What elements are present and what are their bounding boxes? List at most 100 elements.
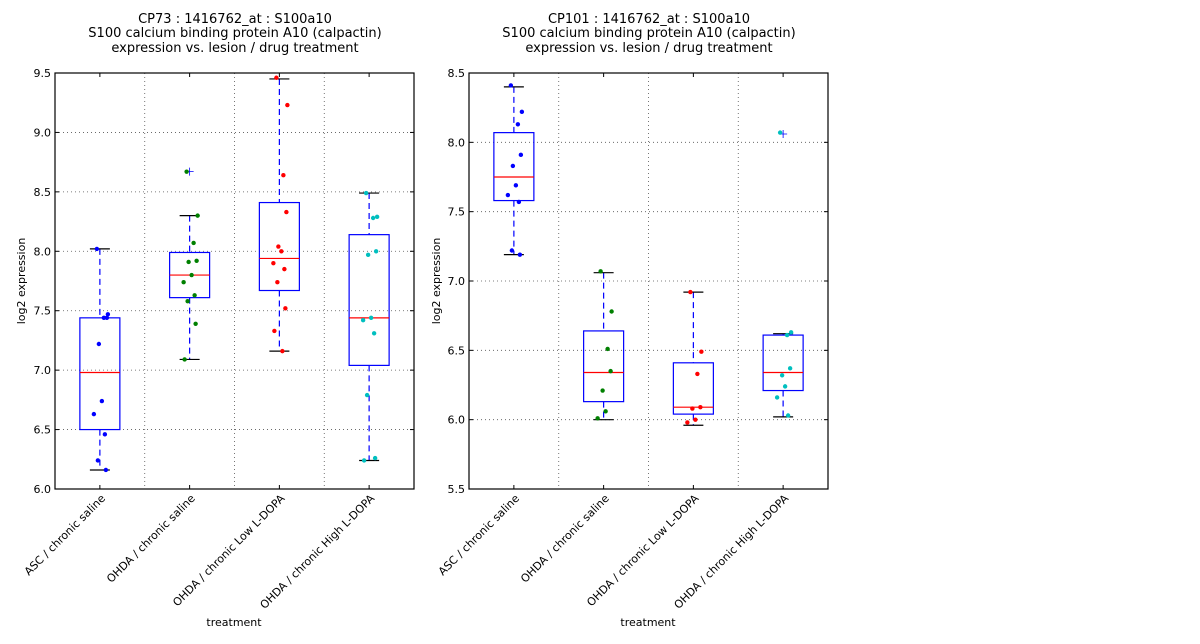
data-point xyxy=(508,83,514,88)
data-point xyxy=(509,248,515,253)
data-point xyxy=(104,315,110,321)
box-iqr xyxy=(348,234,390,366)
box-iqr xyxy=(762,334,804,392)
data-point xyxy=(698,404,703,410)
data-point xyxy=(370,215,376,221)
y-tick-label: 9.5 xyxy=(34,67,52,80)
box-group-3 xyxy=(762,130,804,418)
data-point xyxy=(782,384,788,389)
data-point xyxy=(784,332,790,338)
data-point xyxy=(94,246,100,252)
y-tick-label: 7.5 xyxy=(34,305,52,318)
data-point xyxy=(364,392,370,398)
chart-title-line-3: expression vs. lesion / drug treatment xyxy=(525,41,772,56)
data-point xyxy=(518,152,524,158)
data-point xyxy=(777,130,783,135)
y-tick-label: 6.5 xyxy=(448,344,466,357)
y-tick-label: 5.5 xyxy=(448,483,466,496)
data-point xyxy=(274,75,279,80)
y-tick-label: 8.5 xyxy=(34,186,52,199)
data-point xyxy=(193,321,198,326)
box-iqr xyxy=(672,362,714,415)
y-tick-label: 7.5 xyxy=(448,206,466,219)
data-point xyxy=(517,252,523,257)
y-tick-label: 7.0 xyxy=(34,364,52,377)
data-point xyxy=(95,458,101,463)
y-tick-label: 8.0 xyxy=(448,136,466,149)
plot-frame xyxy=(468,72,829,490)
data-point xyxy=(516,199,522,205)
data-point xyxy=(519,109,525,115)
data-point xyxy=(695,371,700,377)
data-point xyxy=(279,249,284,254)
data-point xyxy=(363,190,369,196)
data-point xyxy=(191,240,196,246)
data-point xyxy=(603,409,608,414)
data-point xyxy=(595,416,600,421)
data-point xyxy=(195,213,200,218)
data-point xyxy=(505,192,511,198)
data-point xyxy=(181,279,186,285)
data-point xyxy=(605,346,610,352)
data-point xyxy=(361,458,367,463)
y-tick-label: 8.5 xyxy=(448,67,466,80)
data-point xyxy=(515,122,521,127)
box-group-0 xyxy=(79,246,121,473)
data-point xyxy=(699,349,704,354)
x-tick-label: OHDA / chronic saline xyxy=(518,492,612,586)
y-tick-label: 6.5 xyxy=(34,424,52,437)
data-point xyxy=(184,169,189,174)
chart-title-line-1: CP73 : 1416762_at : S100a10 xyxy=(138,12,332,27)
data-point xyxy=(284,209,289,215)
x-tick-label: ASC / chronic saline xyxy=(22,492,108,578)
x-tick-label: OHDA / chronic saline xyxy=(104,492,198,586)
data-point xyxy=(360,318,366,323)
data-point xyxy=(690,406,695,411)
data-point xyxy=(280,348,285,354)
y-axis-label: log2 expression xyxy=(430,238,443,325)
data-point xyxy=(372,455,378,461)
data-point xyxy=(186,259,191,265)
data-point xyxy=(276,244,281,249)
data-point xyxy=(598,269,603,274)
data-point xyxy=(283,306,288,311)
box-group-2 xyxy=(672,289,714,426)
y-tick-label: 6.0 xyxy=(448,414,466,427)
y-axis-label: log2 expression xyxy=(15,238,28,325)
data-point xyxy=(371,331,377,336)
data-point xyxy=(185,299,190,304)
box-group-3 xyxy=(348,190,390,463)
data-point xyxy=(688,289,693,295)
data-point xyxy=(774,395,780,400)
x-axis-label: treatment xyxy=(620,616,676,629)
x-tick-label: ASC / chronic saline xyxy=(436,492,522,578)
data-point xyxy=(600,388,605,393)
data-point xyxy=(285,102,290,108)
data-point xyxy=(182,357,187,362)
data-point xyxy=(693,417,698,422)
data-point xyxy=(282,266,287,272)
data-point xyxy=(192,293,197,298)
chart-title-line-3: expression vs. lesion / drug treatment xyxy=(111,41,358,56)
data-point xyxy=(787,366,793,371)
data-point xyxy=(608,368,613,374)
box-iqr xyxy=(583,330,625,403)
data-point xyxy=(189,272,194,278)
data-point xyxy=(365,252,371,258)
data-point xyxy=(105,312,111,317)
chart-title-line-2: S100 calcium binding protein A10 (calpac… xyxy=(502,26,795,41)
plot-frame xyxy=(54,72,415,490)
data-point xyxy=(96,341,102,347)
chart-cp73: CP73 : 1416762_at : S100a10 S100 calcium… xyxy=(15,12,415,629)
y-tick-label: 8.0 xyxy=(34,245,52,258)
box-group-1 xyxy=(583,269,625,421)
box-group-0 xyxy=(493,83,535,257)
data-point xyxy=(272,328,277,334)
box-group-1 xyxy=(169,167,211,362)
data-point xyxy=(513,183,519,188)
data-point xyxy=(609,309,614,314)
y-tick-label: 9.0 xyxy=(34,126,52,139)
data-point xyxy=(275,279,280,285)
box-iqr xyxy=(258,201,300,292)
